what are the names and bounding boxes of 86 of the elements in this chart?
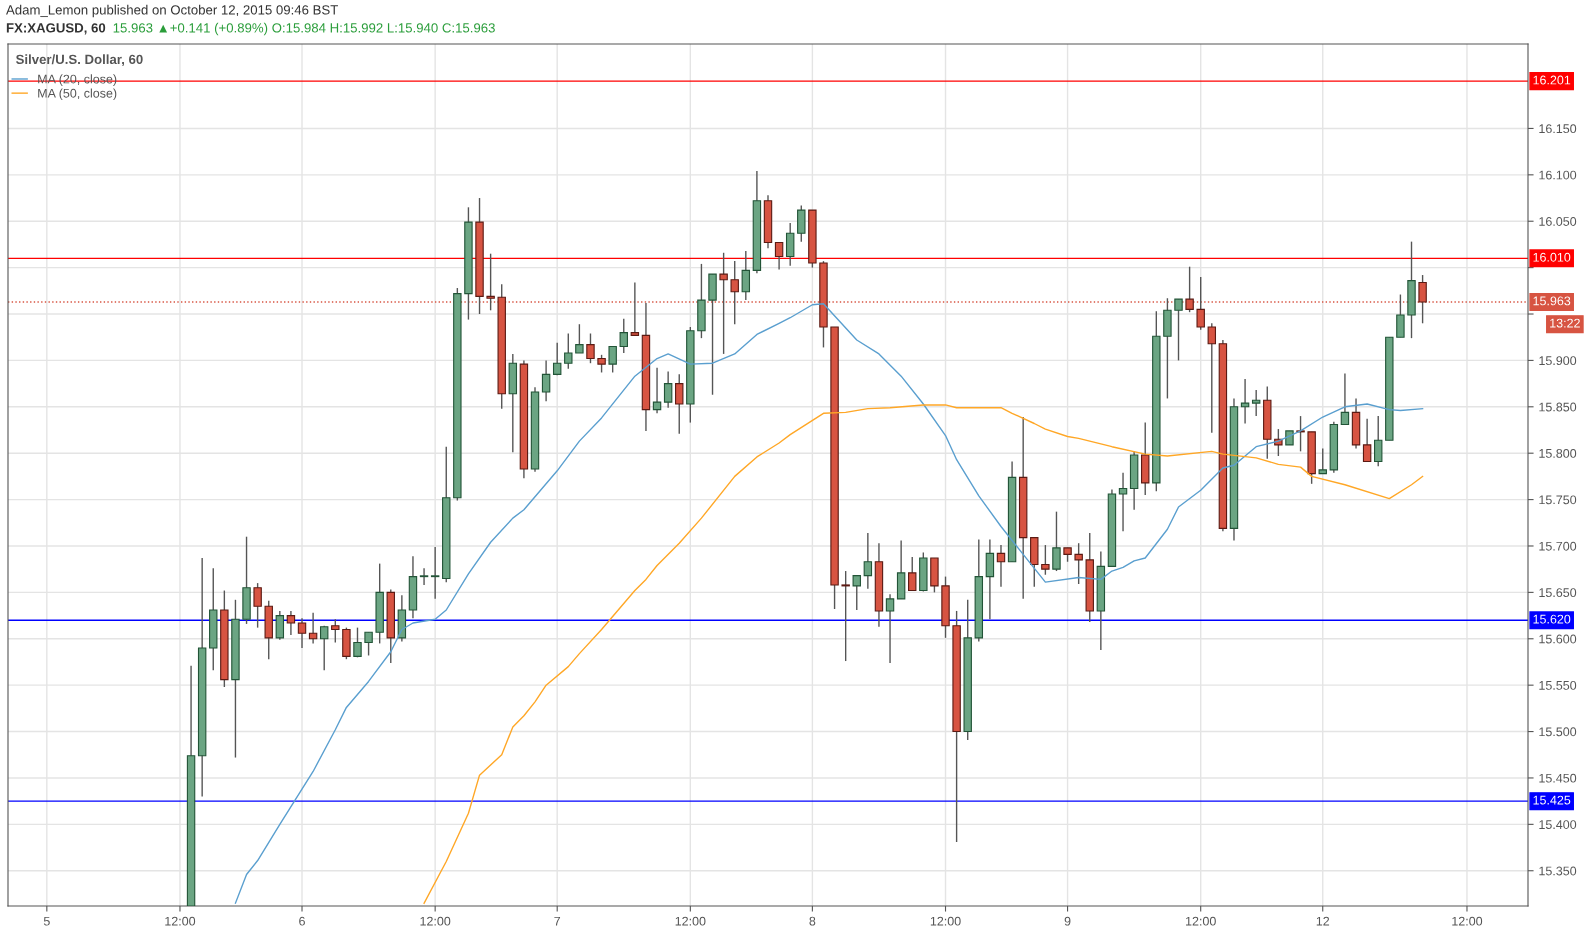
candlestick: [1118, 471, 1128, 532]
y-tick-label: 16.150: [1539, 124, 1577, 134]
candlestick: [675, 373, 684, 435]
candlestick: [275, 610, 285, 641]
candlestick: [885, 593, 895, 664]
candlestick: [908, 556, 917, 592]
text: 15.963 ▲+0.141 (+0.89%) O:15.984 H:15.992 L:15.940 C:15.963: [113, 22, 495, 36]
candlestick: [852, 574, 861, 611]
y-tick-label: 15.600: [1539, 634, 1577, 644]
ref-line-label: 15.425: [1533, 795, 1571, 805]
y-tick-label: 15.350: [1539, 866, 1577, 876]
candlestick: [1041, 544, 1050, 576]
candlestick: [841, 570, 850, 662]
y-tick-label: 16.050: [1539, 217, 1577, 226]
candlestick: [364, 631, 373, 657]
y-tick-label: 15.750: [1539, 495, 1577, 505]
ref-line-label: 16.010: [1533, 252, 1571, 262]
x-tick-label: 9: [1064, 916, 1071, 926]
candlestick: [608, 345, 617, 374]
candlestick: [1340, 372, 1350, 426]
candlestick: [1396, 293, 1405, 338]
candlestick: [286, 610, 296, 636]
ref-line-label: 16.201: [1533, 75, 1571, 85]
x-tick-label: 12:00: [165, 916, 196, 926]
y-tick-label: 15.450: [1539, 773, 1577, 783]
text: Silver/U.S. Dollar, 60: [15, 54, 143, 66]
ref-line-label: 15.963: [1533, 296, 1571, 306]
x-tick-label: 12:00: [420, 916, 451, 926]
candlestick: [419, 567, 429, 586]
candlestick: [619, 317, 628, 354]
candlestick: [1052, 510, 1061, 572]
candlestick: [797, 204, 806, 243]
y-tick-label: 16.100: [1539, 170, 1577, 180]
line-series: [423, 404, 1424, 904]
candlestick: [552, 342, 562, 376]
candlestick: [586, 332, 595, 364]
candlestick: [319, 625, 329, 672]
candlestick: [741, 250, 751, 301]
candlestick: [985, 538, 995, 620]
line-series: [234, 303, 1424, 904]
x-tick-label: 5: [43, 916, 50, 926]
y-tick-label: 15.650: [1539, 588, 1577, 598]
text: FX:XAGUSD, 60: [6, 23, 106, 35]
candlestick: [575, 323, 584, 354]
y-tick-label: 15.550: [1539, 680, 1577, 690]
candlestick: [663, 370, 673, 409]
candlestick: [996, 544, 1006, 588]
candlestick: [564, 332, 573, 370]
candlestick: [1418, 274, 1427, 324]
x-tick-label: 12:00: [930, 916, 961, 926]
candlestick: [1207, 322, 1217, 434]
legend-label: MA (50, close): [38, 88, 117, 101]
ref-line-label: 15.620: [1533, 614, 1571, 624]
candlestick: [1251, 389, 1261, 417]
text: 13:22: [1550, 318, 1580, 328]
candlestick: [1074, 542, 1083, 585]
candlestick: [1240, 378, 1250, 425]
candlestick: [774, 241, 784, 271]
x-tick-label: 12: [1316, 916, 1330, 926]
candlestick: [1318, 447, 1327, 475]
candlestick: [430, 546, 440, 600]
candlestick: [297, 617, 307, 649]
candlestick: [331, 618, 340, 644]
candlestick: [1374, 415, 1383, 467]
candlestick: [652, 367, 662, 414]
candlestick: [353, 626, 362, 659]
y-tick-label: 15.900: [1539, 356, 1577, 366]
y-tick-label: 15.800: [1539, 449, 1577, 458]
x-tick-label: 12:00: [1452, 916, 1483, 926]
y-tick-label: 15.500: [1539, 727, 1577, 737]
x-tick-label: 8: [809, 916, 816, 926]
text: Adam_Lemon published on October 12, 2015 09:46 BST: [6, 4, 338, 18]
candlestick: [785, 222, 795, 267]
y-tick-label: 15.700: [1539, 541, 1577, 551]
x-tick-label: 7: [554, 916, 561, 926]
x-tick-label: 12:00: [675, 916, 706, 926]
candlestick: [1296, 415, 1305, 453]
candlestick: [253, 582, 262, 629]
candlestick: [863, 532, 873, 590]
x-tick-label: 6: [299, 916, 305, 926]
candlestick: [1362, 418, 1372, 463]
y-tick-label: 15.400: [1539, 820, 1577, 829]
candlestick: [1174, 298, 1183, 362]
x-tick-label: 12:00: [1186, 916, 1216, 926]
y-tick-label: 15.850: [1539, 402, 1577, 412]
candlestick: [541, 359, 551, 402]
